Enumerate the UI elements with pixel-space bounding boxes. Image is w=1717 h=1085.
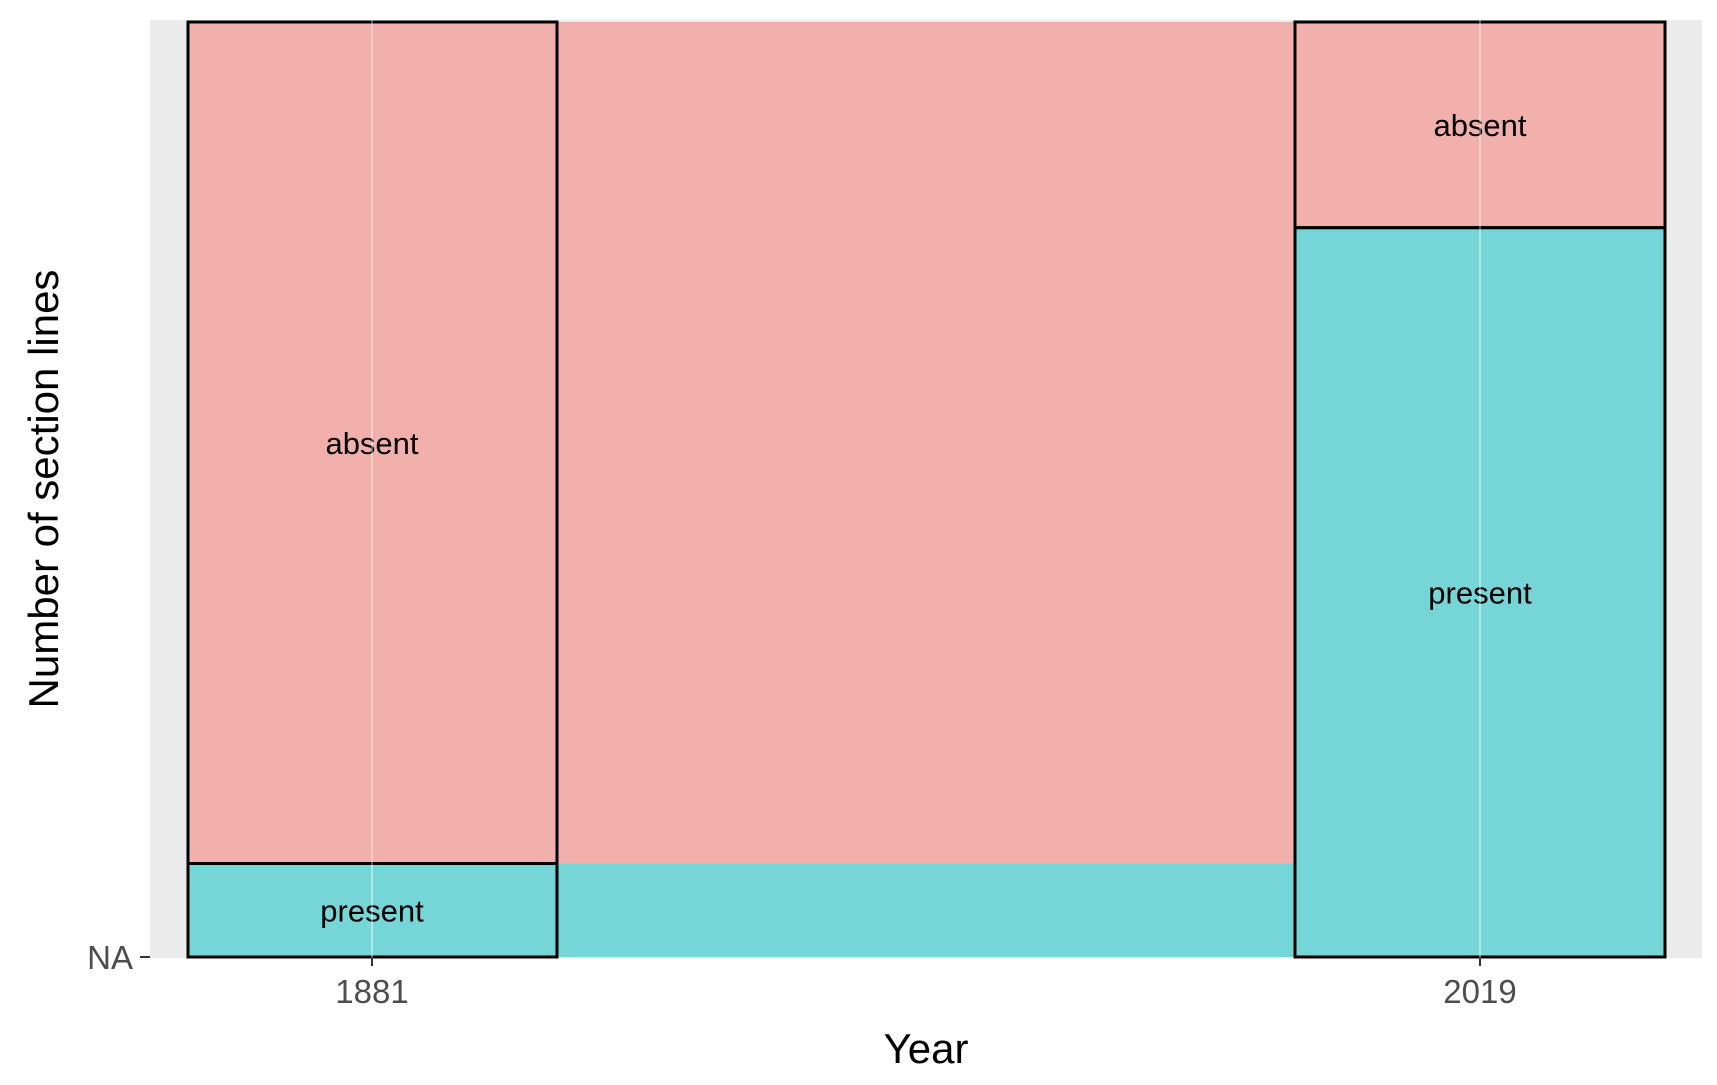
y-axis-title: Number of section lines	[20, 270, 67, 709]
stratum-label-2019-present: present	[1428, 575, 1532, 610]
flow-present-to-present	[557, 863, 1295, 957]
stratum-2019-absent	[1293, 20, 1667, 230]
stratum-label-1881-present: present	[320, 893, 424, 928]
stratum-label-2019-absent: absent	[1433, 108, 1526, 143]
stratum-label-1881-absent: absent	[325, 426, 418, 461]
x-tick-label-2019: 2019	[1443, 973, 1516, 1010]
stratum-2019-present	[1293, 226, 1667, 959]
x-axis-title: Year	[884, 1025, 969, 1072]
axis-layer: 1881 2019 NA	[87, 939, 1517, 1010]
stratum-label-layer: absent present absent present	[320, 20, 1532, 958]
flow-layer	[557, 22, 1295, 957]
stratum-layer	[186, 20, 1667, 959]
flow-absent-to-present	[557, 227, 1295, 864]
stratum-1881-absent	[186, 20, 559, 865]
y-tick-label-na: NA	[87, 939, 133, 976]
stratum-1881-present	[186, 862, 559, 959]
x-tick-label-1881: 1881	[335, 973, 408, 1010]
flow-absent-to-absent	[557, 22, 1295, 228]
